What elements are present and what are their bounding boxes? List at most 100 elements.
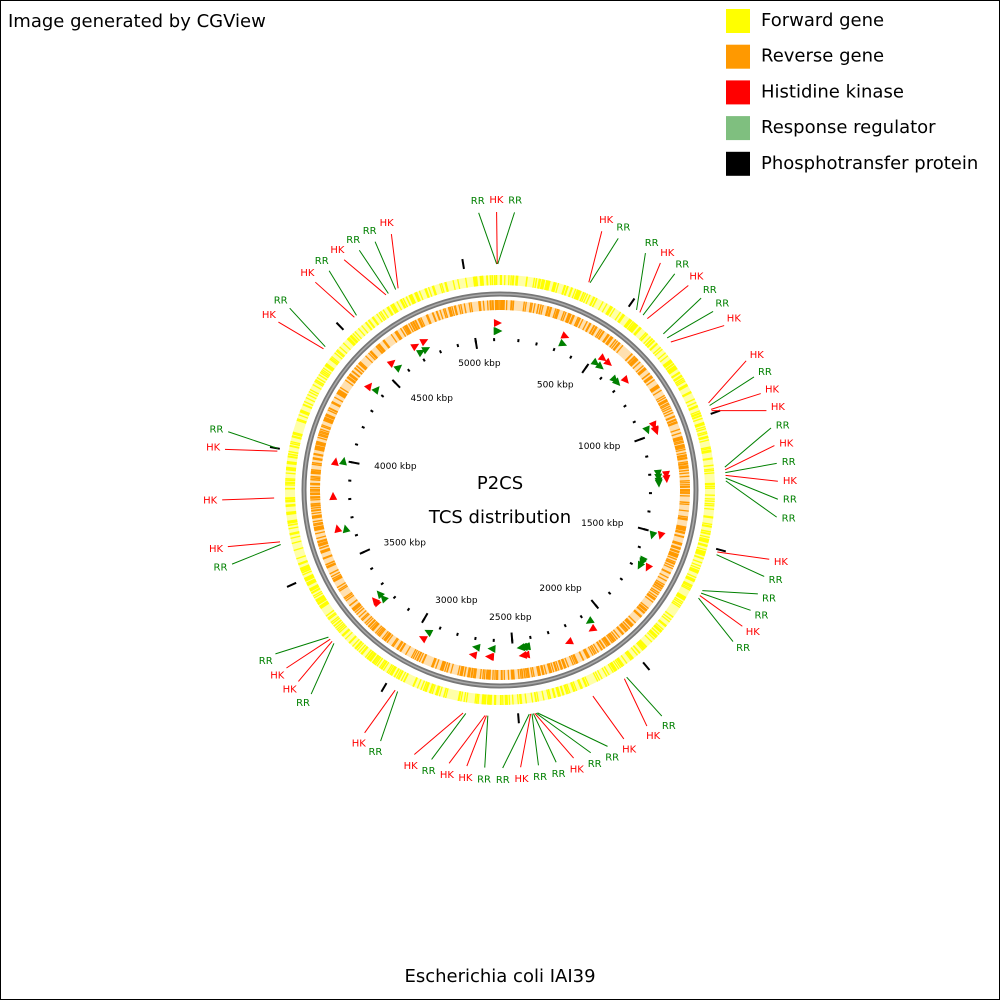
label-leader (589, 238, 619, 284)
feature-label: RR (422, 766, 436, 777)
feature-label: HK (458, 773, 473, 784)
feature-label: RR (363, 226, 377, 237)
feature-marker (421, 347, 431, 355)
minor-tick (637, 545, 642, 549)
legend: Forward gene Reverse gene Histidine kinase… (726, 9, 978, 176)
feature-marker (516, 643, 526, 652)
marks: 500 kbp 1000 kbp 1500 kbp 2000 kbp 2500 kbp 3… (203, 195, 797, 786)
feature-label: RR (315, 256, 329, 267)
feature-label: RR (754, 611, 768, 622)
tick-label: 2000 kbp (539, 584, 582, 594)
label-leader (298, 640, 333, 682)
minor-tick (354, 443, 359, 446)
label-leader (623, 678, 648, 727)
label-leader (709, 376, 755, 406)
label-leader (289, 307, 326, 348)
label-leader (724, 445, 775, 471)
minor-tick (369, 566, 374, 571)
feature-label: RR (782, 457, 796, 468)
feature-label: HK (622, 745, 637, 756)
feature-label: RR (296, 698, 310, 709)
outer-tick (627, 297, 636, 308)
feature-label: HK (774, 557, 789, 568)
feature-marker (649, 530, 658, 540)
minor-tick (438, 626, 442, 630)
minor-tick (569, 355, 573, 359)
label-leader (286, 638, 331, 669)
minor-tick (456, 343, 460, 348)
minor-tick (611, 389, 616, 394)
minor-tick (529, 635, 532, 640)
tick-label: 3500 kbp (384, 539, 427, 549)
feature-marker (494, 327, 503, 336)
feature-label: RR (662, 721, 676, 732)
label-leader (374, 241, 397, 290)
feature-marker (416, 349, 425, 358)
minor-tick (579, 614, 583, 619)
feature-label: RR (736, 643, 750, 654)
label-leader (275, 636, 329, 655)
minor-tick (607, 591, 612, 595)
feature-marker (637, 560, 646, 570)
label-leader (278, 321, 324, 350)
label-leader (725, 462, 777, 474)
tick-label: 1500 kbp (581, 519, 624, 529)
minor-tick (406, 607, 411, 612)
label-leader (478, 212, 498, 265)
label-leader (725, 477, 779, 500)
feature-label: RR (776, 420, 790, 431)
label-leader (724, 427, 772, 468)
feature-marker (645, 562, 654, 572)
feature-label: HK (727, 313, 742, 324)
feature-marker (558, 338, 568, 347)
feature-label: HK (779, 439, 794, 450)
feature-label: HK (646, 731, 661, 742)
feature-marker (662, 474, 671, 484)
legend-swatch (726, 44, 750, 69)
label-leader (702, 590, 758, 595)
label-leader (636, 252, 646, 311)
label-leader (520, 713, 532, 768)
feature-label: RR (346, 235, 360, 246)
major-tick (634, 436, 646, 443)
label-leader (716, 554, 765, 577)
feature-marker (386, 359, 396, 368)
legend-label: Phosphotransfer protein (761, 153, 978, 174)
feature-marker (468, 651, 478, 660)
feature-label: RR (769, 575, 783, 586)
feature-label: RR (214, 562, 228, 573)
feature-label: HK (209, 544, 224, 555)
label-leader (537, 712, 608, 747)
legend-label: Forward gene (761, 10, 884, 31)
label-leader (224, 448, 278, 452)
feature-marker (371, 386, 380, 395)
feature-marker (363, 382, 373, 392)
minor-tick (354, 533, 359, 537)
label-leader (484, 715, 489, 768)
feature-marker (393, 364, 403, 373)
outer-tick (517, 713, 520, 724)
legend-swatch (726, 9, 750, 33)
backbone-inner (303, 293, 697, 687)
minor-tick (422, 358, 426, 362)
center-subtitle: TCS distribution (428, 507, 571, 528)
minor-tick (438, 349, 443, 354)
legend-swatch (726, 151, 750, 176)
feature-marker (410, 343, 420, 352)
label-leader (343, 259, 387, 296)
feature-marker (560, 331, 570, 339)
feature-label: RR (533, 772, 547, 783)
feature-marker (642, 425, 650, 435)
label-leader (725, 480, 777, 518)
minor-tick (407, 368, 411, 373)
label-leader (364, 689, 396, 734)
minor-tick (632, 420, 637, 424)
minor-tick (456, 632, 459, 637)
feature-label: RR (274, 295, 288, 306)
outer-tick (642, 661, 651, 671)
feature-label: RR (703, 285, 717, 296)
feature-marker (330, 457, 339, 466)
minor-tick (350, 516, 354, 519)
label-leader (642, 273, 676, 316)
